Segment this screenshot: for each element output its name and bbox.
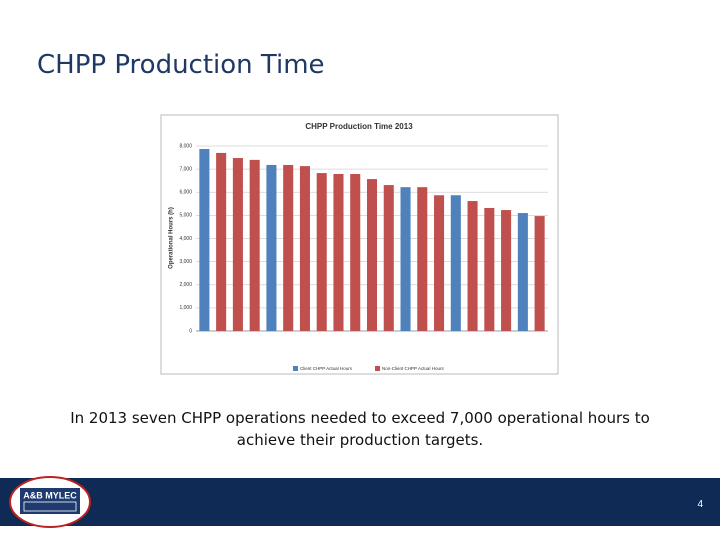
bar bbox=[366, 179, 378, 331]
bar bbox=[316, 173, 327, 331]
bar bbox=[383, 185, 394, 331]
bar bbox=[199, 149, 210, 331]
y-tick-label: 5,000 bbox=[179, 213, 192, 219]
bar bbox=[216, 152, 227, 331]
bar bbox=[450, 195, 461, 331]
logo-frame bbox=[23, 501, 77, 512]
bar bbox=[299, 166, 310, 331]
bar bbox=[232, 158, 243, 331]
legend-swatch bbox=[293, 366, 298, 371]
bar bbox=[417, 187, 428, 331]
bar bbox=[517, 213, 528, 331]
bar bbox=[484, 207, 495, 331]
y-tick-label: 8,000 bbox=[179, 143, 192, 149]
chart-title: CHPP Production Time 2013 bbox=[305, 122, 413, 131]
logo-text: A&B MYLEC bbox=[23, 490, 77, 500]
y-axis-label: Operational Hours (h) bbox=[169, 207, 175, 269]
bar bbox=[350, 173, 361, 331]
y-tick-label: 6,000 bbox=[179, 190, 192, 196]
bar bbox=[283, 164, 294, 331]
legend-swatch bbox=[375, 366, 380, 371]
y-tick-label: 1,000 bbox=[179, 305, 192, 311]
logo: A&B MYLEC bbox=[9, 476, 91, 528]
y-tick-label: 2,000 bbox=[179, 282, 192, 288]
bar bbox=[266, 164, 277, 331]
bar bbox=[534, 216, 545, 331]
y-tick-label: 7,000 bbox=[179, 166, 192, 172]
bar bbox=[249, 159, 260, 331]
y-tick-label: 4,000 bbox=[179, 236, 192, 242]
logo-plate bbox=[20, 488, 80, 514]
footer-bar bbox=[0, 478, 720, 526]
legend-label: Client CHPP Actual Hours bbox=[300, 366, 353, 371]
y-tick-label: 0 bbox=[189, 328, 192, 334]
legend-label: Non-Client CHPP Actual Hours bbox=[382, 366, 444, 371]
bar bbox=[467, 201, 478, 331]
slide-title: CHPP Production Time bbox=[37, 50, 325, 80]
bar bbox=[434, 195, 445, 331]
page-number: 4 bbox=[697, 499, 703, 510]
bar bbox=[400, 187, 411, 331]
caption: In 2013 seven CHPP operations needed to … bbox=[70, 409, 650, 449]
y-tick-label: 3,000 bbox=[179, 259, 192, 265]
bar bbox=[333, 173, 344, 331]
bar bbox=[501, 210, 512, 331]
